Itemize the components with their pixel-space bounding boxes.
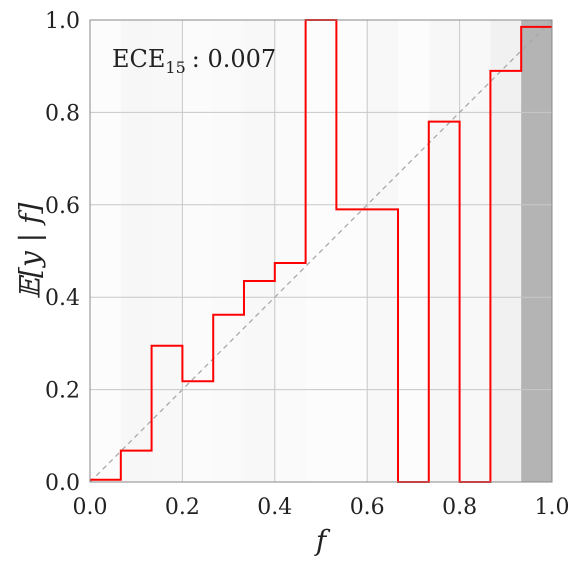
x-tick-labels: 0.0 0.2 0.4 0.6 0.8 1.0	[73, 495, 570, 520]
y-tick-label: 0.0	[45, 471, 80, 496]
density-bin	[336, 20, 367, 482]
density-bin	[428, 20, 460, 482]
x-tick-label: 0.0	[73, 495, 108, 520]
y-tick-label: 0.4	[45, 286, 80, 311]
ece-annotation: ECE15 : 0.007	[112, 45, 276, 77]
density-bin	[367, 20, 399, 482]
x-tick-label: 0.6	[350, 495, 385, 520]
y-tick-label: 0.8	[45, 101, 80, 126]
x-axis-label: f	[314, 524, 331, 557]
density-bin	[90, 20, 121, 482]
y-tick-label: 0.2	[45, 379, 80, 404]
plot-frame	[89, 19, 553, 483]
y-axis-label: 𝔼[y | f]	[14, 203, 47, 300]
density-histogram	[90, 20, 552, 482]
density-bin	[398, 20, 429, 482]
x-tick-label: 0.4	[257, 495, 292, 520]
y-tick-label: 0.6	[45, 194, 80, 219]
density-bin	[243, 20, 275, 482]
y-tick-labels: 0.0 0.2 0.4 0.6 0.8 1.0	[45, 9, 80, 496]
perfect-calibration-line	[89, 19, 553, 483]
density-bin	[490, 20, 522, 482]
x-tick-label: 1.0	[535, 495, 570, 520]
density-bin	[459, 20, 491, 482]
density-bin	[213, 20, 244, 482]
ece-subscript: 15	[165, 58, 185, 77]
density-bin	[521, 20, 552, 482]
ece-value: : 0.007	[192, 45, 276, 73]
ece-label: ECE	[112, 45, 165, 73]
density-bin	[182, 20, 213, 482]
y-tick-label: 1.0	[45, 9, 80, 34]
density-bin	[274, 20, 306, 482]
x-tick-label: 0.2	[165, 495, 200, 520]
x-tick-label: 0.8	[442, 495, 477, 520]
density-bin	[120, 20, 152, 482]
density-bin	[151, 20, 183, 482]
